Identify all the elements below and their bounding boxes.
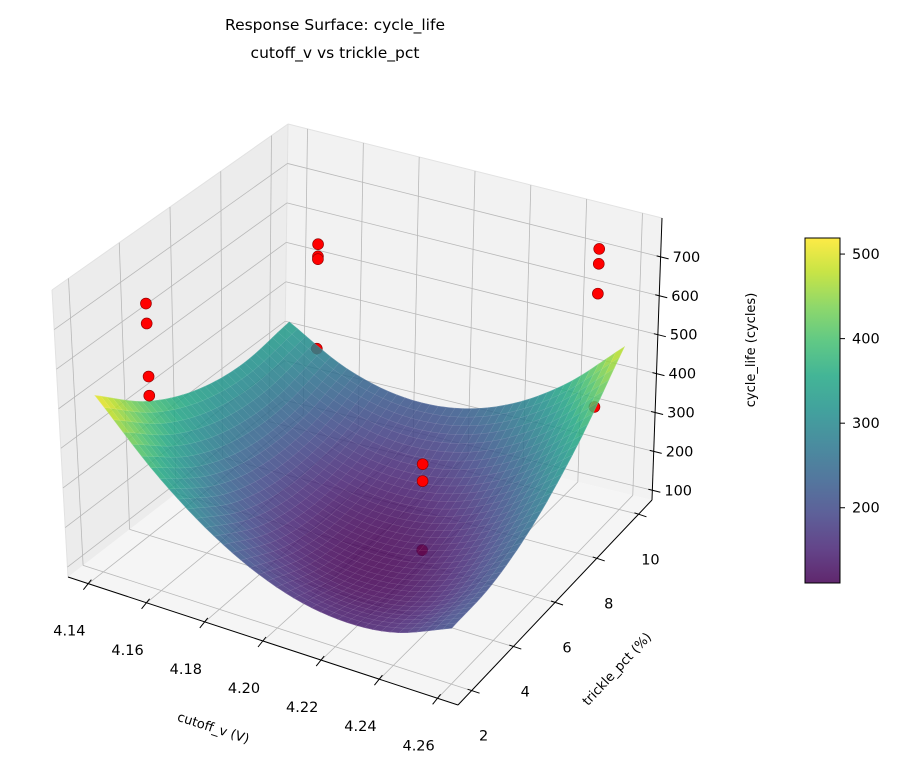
z-tick-mark: [655, 294, 668, 299]
x-tick-label: 4.22: [286, 700, 318, 716]
z-gridline-back: [286, 202, 660, 297]
y-tick-label: 6: [562, 641, 571, 657]
z-tick-mark: [650, 410, 664, 415]
colorbar-gradient: [805, 238, 840, 583]
z-gridline-left: [56, 202, 288, 370]
x-tick-mark: [374, 674, 383, 686]
z-tick-mark: [648, 488, 661, 493]
z-tick-label: 500: [670, 328, 698, 344]
chart-title-line-1: Response Surface: cycle_life: [225, 16, 445, 35]
y-tick-mark: [550, 600, 564, 606]
y-axis-label: trickle_pct (%): [580, 630, 655, 709]
x-tick-label: 4.24: [344, 719, 376, 735]
z-axis-label: cycle_life (cycles): [744, 293, 759, 408]
chart-title-line-2: cutoff_v vs trickle_pct: [251, 44, 420, 63]
z-gridline-left: [53, 163, 288, 330]
z-tick-mark: [652, 372, 665, 377]
pane-edge: [51, 289, 69, 578]
z-tick-mark: [656, 255, 669, 260]
z-gridline-back: [286, 241, 658, 336]
x-gridline-back: [412, 156, 420, 442]
z-tick-mark: [649, 449, 662, 454]
scatter-point: [416, 458, 429, 470]
z-tick-label: 700: [673, 250, 701, 266]
scatter-point: [140, 297, 152, 310]
scatter-point: [416, 475, 429, 487]
z-gridline-back: [285, 281, 657, 374]
y-tick-mark: [509, 644, 522, 650]
z-gridline-back: [287, 163, 661, 258]
z-tick-mark: [653, 333, 666, 338]
y-tick-mark: [634, 512, 647, 518]
scatter-point: [593, 243, 606, 255]
scatter-point: [592, 287, 604, 300]
surface: [94, 321, 626, 634]
x-tick-mark: [199, 617, 209, 629]
y-tick-label: 8: [604, 596, 613, 612]
z-tick-label: 400: [668, 367, 696, 383]
left-pane: [52, 124, 288, 577]
x-tick-mark: [257, 636, 267, 648]
y-tick-mark: [592, 556, 605, 562]
y-gridline-floor: [82, 564, 472, 692]
y-gridline-left: [118, 242, 130, 530]
z-axis-line: [651, 217, 663, 501]
colorbar-tick-label: 200: [852, 501, 880, 517]
axis-lines: [67, 217, 669, 706]
x-tick-label: 4.18: [170, 662, 202, 678]
colorbar-tick-label: 500: [852, 247, 880, 263]
x-gridline-back: [632, 213, 643, 496]
colorbar-tick-label: 300: [852, 416, 880, 432]
scatter-point: [312, 253, 324, 265]
x-tick-mark: [141, 598, 150, 610]
z-gridline-left: [58, 242, 287, 410]
y-gridline-left: [68, 278, 84, 566]
scatter-point: [592, 258, 605, 270]
z-gridline-left: [60, 281, 287, 449]
x-tick-label: 4.16: [111, 643, 143, 659]
x-tick-mark: [432, 694, 442, 705]
x-tick-label: 4.26: [402, 738, 434, 754]
colorbar: 200 300 400 500: [804, 237, 880, 584]
scatter-point: [312, 238, 324, 251]
z-tick-label: 600: [671, 289, 699, 305]
x-tick-label: 4.14: [53, 624, 85, 640]
x-gridline-back: [467, 170, 476, 456]
scatter-point: [140, 317, 153, 330]
x-tick-mark: [315, 655, 325, 667]
y-tick-label: 2: [479, 729, 488, 745]
x-axis-label: cutoff_v (V): [175, 710, 251, 747]
z-tick-label: 300: [667, 405, 695, 421]
y-tick-label: 10: [641, 552, 659, 568]
y-tick-label: 4: [521, 685, 530, 701]
colorbar-tick-label: 400: [852, 332, 880, 348]
x-tick-label: 4.20: [228, 681, 260, 697]
z-tick-label: 100: [664, 483, 692, 499]
y-tick-mark: [467, 688, 480, 694]
scatter-point: [142, 370, 155, 383]
z-tick-label: 200: [666, 444, 694, 460]
scatter-point: [143, 389, 156, 402]
x-tick-mark: [82, 579, 92, 590]
